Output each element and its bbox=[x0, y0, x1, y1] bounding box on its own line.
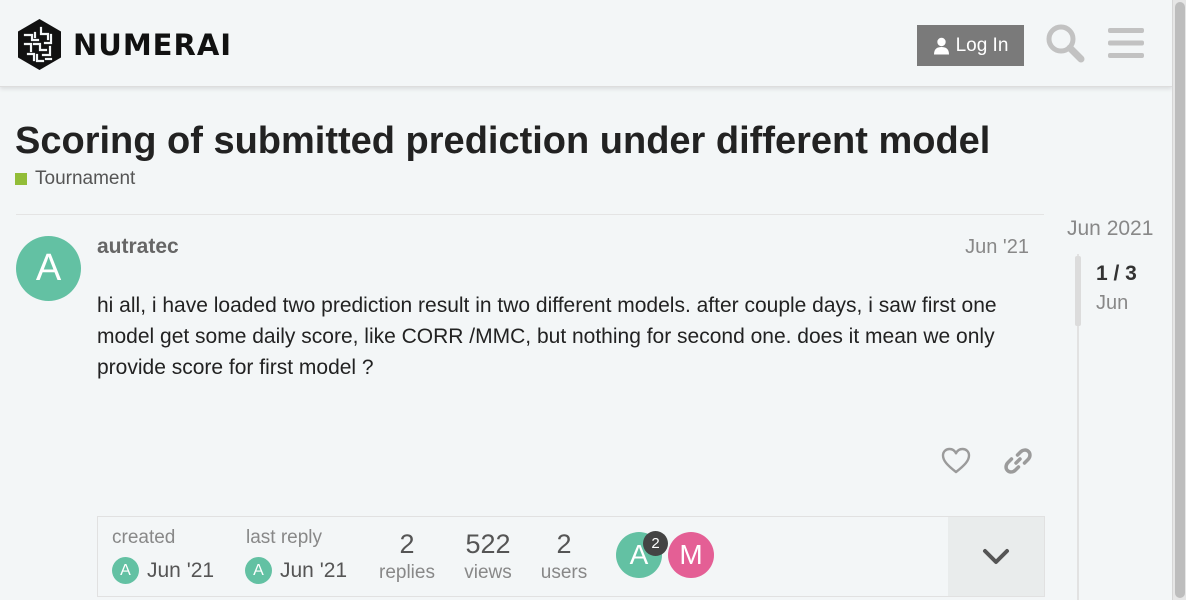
timeline-start-date[interactable]: Jun 2021 bbox=[1067, 217, 1154, 240]
views-label: views bbox=[464, 562, 512, 583]
category-name: Tournament bbox=[35, 168, 136, 189]
replies-count: 2 bbox=[399, 529, 415, 559]
last-reply-date-text: Jun '21 bbox=[280, 558, 348, 582]
created-date-text: Jun '21 bbox=[147, 558, 215, 582]
created-label: created bbox=[112, 527, 176, 548]
post-divider bbox=[16, 214, 1044, 215]
participant-avatar-m[interactable]: M bbox=[668, 532, 714, 578]
post-body: hi all, i have loaded two prediction res… bbox=[97, 294, 997, 379]
page-scrollbar[interactable] bbox=[1172, 0, 1186, 600]
scrollbar-thumb[interactable] bbox=[1175, 2, 1185, 598]
participant-letter: M bbox=[679, 539, 703, 570]
site-header: NUMERAI Log In bbox=[0, 0, 1172, 87]
timeline-month: Jun bbox=[1096, 292, 1129, 314]
heart-icon[interactable] bbox=[941, 447, 971, 475]
participant-post-count-badge: 2 bbox=[643, 531, 668, 556]
avatar-letter: A bbox=[35, 247, 62, 289]
link-icon[interactable] bbox=[1004, 447, 1032, 475]
numerai-logo-mark-icon bbox=[18, 19, 61, 70]
search-icon[interactable] bbox=[1045, 23, 1085, 63]
login-button[interactable]: Log In bbox=[917, 25, 1024, 66]
created-date[interactable]: A Jun '21 bbox=[112, 557, 214, 584]
last-reply-label: last reply bbox=[246, 527, 323, 548]
site-logo[interactable]: NUMERAI bbox=[16, 18, 232, 71]
post-date[interactable]: Jun '21 bbox=[965, 236, 1029, 258]
last-reply-avatar: A bbox=[245, 557, 272, 584]
views-count: 522 bbox=[465, 529, 511, 559]
topic-map-expand-button[interactable] bbox=[948, 517, 1044, 596]
user-icon bbox=[933, 37, 949, 54]
timeline-handle[interactable] bbox=[1075, 256, 1081, 326]
replies-label: replies bbox=[379, 562, 435, 583]
brand-name: NUMERAI bbox=[73, 27, 233, 62]
chevron-down-icon bbox=[983, 548, 1009, 564]
post-author-avatar[interactable]: A bbox=[16, 236, 81, 301]
post-author-username[interactable]: autratec bbox=[97, 235, 179, 258]
category-color-swatch bbox=[15, 173, 27, 185]
login-label: Log In bbox=[955, 34, 1009, 56]
timeline-track[interactable] bbox=[1077, 254, 1079, 600]
topic-map: created A Jun '21 last reply A Jun '21 2… bbox=[97, 516, 1045, 597]
topic-category[interactable]: Tournament bbox=[15, 168, 135, 190]
last-reply-date[interactable]: A Jun '21 bbox=[245, 557, 347, 584]
topic-title[interactable]: Scoring of submitted prediction under di… bbox=[15, 120, 991, 162]
hamburger-menu-icon[interactable] bbox=[1108, 27, 1144, 59]
users-label: users bbox=[540, 562, 588, 583]
created-avatar: A bbox=[112, 557, 139, 584]
timeline-position: 1 / 3 bbox=[1096, 262, 1137, 285]
users-count: 2 bbox=[556, 529, 572, 559]
